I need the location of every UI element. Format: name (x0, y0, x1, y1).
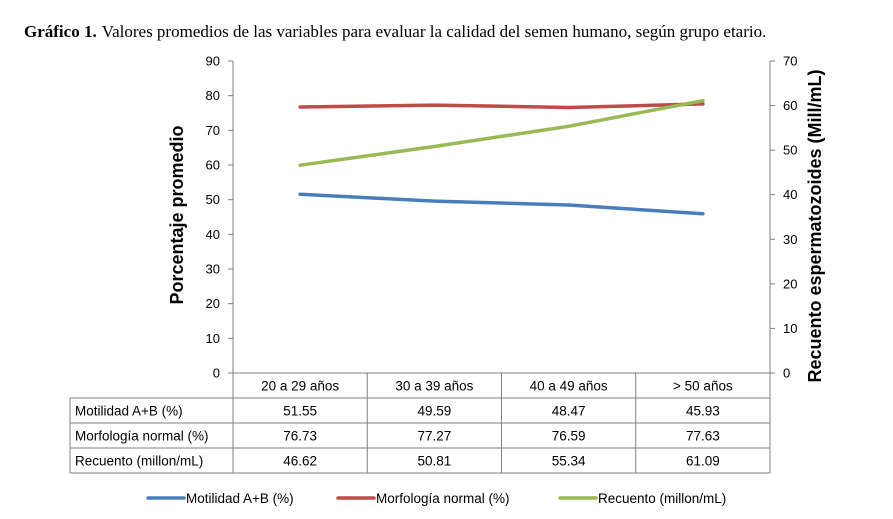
series-row-label: Morfología normal (%) (75, 429, 209, 444)
data-value: 45.93 (686, 404, 720, 419)
legend-label: Recuento (millon/mL) (598, 491, 726, 506)
right-tick-label: 50 (783, 143, 797, 158)
right-tick-label: 40 (783, 187, 797, 202)
left-y-axis: 0 10 20 30 40 50 60 70 80 90 (206, 54, 234, 381)
left-tick-label: 60 (206, 158, 220, 173)
data-value: 77.63 (686, 429, 720, 444)
left-tick-label: 30 (206, 262, 220, 277)
data-table: 20 a 29 años 30 a 39 años 40 a 49 años > 50… (69, 372, 771, 474)
category-label: 30 a 39 años (395, 379, 473, 394)
right-tick-label: 20 (783, 276, 797, 291)
left-tick-label: 70 (206, 123, 220, 138)
left-tick-label: 90 (206, 54, 220, 69)
series-line (298, 102, 705, 110)
category-label: > 50 años (673, 379, 733, 394)
series-line (298, 192, 705, 216)
data-value: 76.59 (552, 429, 586, 444)
secondary-y-axis-title: Recuento espermatozoides (Mill/mL) (805, 69, 825, 382)
category-label: 20 a 29 años (261, 379, 339, 394)
data-value: 76.73 (283, 429, 317, 444)
right-tick-label: 0 (783, 366, 790, 381)
data-value: 46.62 (283, 454, 317, 469)
legend-label: Motilidad A+B (%) (186, 491, 294, 506)
legend: Motilidad A+B (%) Morfología normal (%) Re… (146, 491, 726, 506)
right-tick-label: 70 (783, 54, 797, 69)
data-value: 49.59 (417, 404, 451, 419)
right-tick-label: 60 (783, 98, 797, 113)
data-value: 77.27 (417, 429, 451, 444)
category-label: 40 a 49 años (530, 379, 608, 394)
caption-text: Valores promedios de las variables para … (102, 22, 767, 41)
right-tick-label: 10 (783, 321, 797, 336)
left-tick-label: 0 (213, 366, 220, 381)
y-axis-title: Porcentaje promedio (167, 125, 187, 304)
left-tick-label: 20 (206, 296, 220, 311)
data-value: 48.47 (552, 404, 586, 419)
chart-caption: Gráfico 1. Valores promedios de las varia… (24, 22, 766, 41)
left-tick-label: 80 (206, 88, 220, 103)
caption-label: Gráfico 1. (24, 22, 97, 41)
data-value: 61.09 (686, 454, 720, 469)
series-row-label: Motilidad A+B (%) (75, 404, 183, 419)
left-tick-label: 40 (206, 227, 220, 242)
series-row-label: Recuento (millon/mL) (75, 454, 203, 469)
series-lines (298, 98, 705, 216)
data-value: 51.55 (283, 404, 317, 419)
data-value: 55.34 (552, 454, 586, 469)
legend-label: Morfología normal (%) (376, 491, 510, 506)
series-line (298, 98, 705, 167)
right-y-axis: 0 10 20 30 40 50 60 70 (769, 54, 797, 381)
left-tick-label: 50 (206, 192, 220, 207)
left-tick-label: 10 (206, 331, 220, 346)
right-tick-label: 30 (783, 232, 797, 247)
data-value: 50.81 (417, 454, 451, 469)
